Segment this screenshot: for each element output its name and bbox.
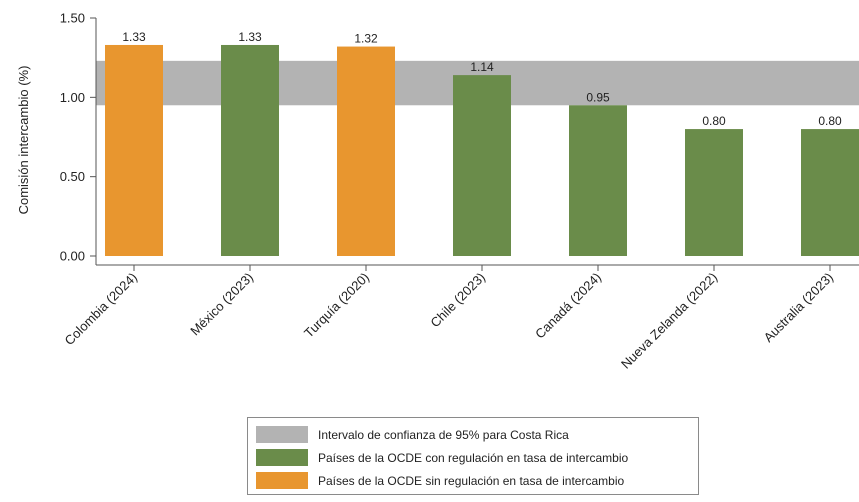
y-tick-label: 1.50 <box>60 11 85 26</box>
bar <box>801 129 859 256</box>
bar-value-label: 0.80 <box>702 114 726 128</box>
legend-item-con: Países de la OCDE con regulación en tasa… <box>256 446 690 469</box>
legend-swatch-sin <box>256 472 308 489</box>
x-tick-label: Canadá (2024) <box>532 270 604 342</box>
bar <box>105 44 163 257</box>
x-tick-label: México (2023) <box>187 270 256 339</box>
bar <box>453 75 511 257</box>
legend-label-con: Países de la OCDE con regulación en tasa… <box>318 450 629 465</box>
bar-value-label: 0.80 <box>818 114 842 128</box>
x-tick-label: Chile (2023) <box>427 270 488 331</box>
legend-item-band: Intervalo de confianza de 95% para Costa… <box>256 423 690 446</box>
y-tick-label: 0.00 <box>60 249 85 264</box>
bar-value-label: 1.33 <box>122 30 146 44</box>
bar-value-label: 1.14 <box>470 60 494 74</box>
legend-item-sin: Países de la OCDE sin regulación en tasa… <box>256 469 690 492</box>
bar <box>569 105 627 257</box>
bar-value-label: 1.33 <box>238 30 262 44</box>
bar-chart: 0.00 0.50 1.00 1.50 Colombia (2024) México (… <box>16 11 859 372</box>
x-tick-label: Australia (2023) <box>761 270 837 346</box>
bar-value-label: 1.32 <box>354 32 378 46</box>
x-tick-label: Turquía (2020) <box>301 270 372 341</box>
x-tick-label: Nueva Zelanda (2022) <box>618 270 720 372</box>
legend-swatch-band <box>256 426 308 443</box>
bar <box>221 44 279 257</box>
x-tick-label: Colombia (2024) <box>62 270 141 349</box>
bar-value-label: 0.95 <box>586 90 610 104</box>
bar <box>337 46 395 257</box>
y-axis-label: Comisión intercambio (%) <box>16 66 31 215</box>
legend-label-sin: Países de la OCDE sin regulación en tasa… <box>318 473 625 488</box>
y-tick-label: 1.00 <box>60 90 85 105</box>
y-tick-label: 0.50 <box>60 169 85 184</box>
legend-label-band: Intervalo de confianza de 95% para Costa… <box>318 427 569 442</box>
legend-swatch-con <box>256 449 308 466</box>
bar <box>685 129 743 256</box>
legend: Intervalo de confianza de 95% para Costa… <box>247 417 699 495</box>
